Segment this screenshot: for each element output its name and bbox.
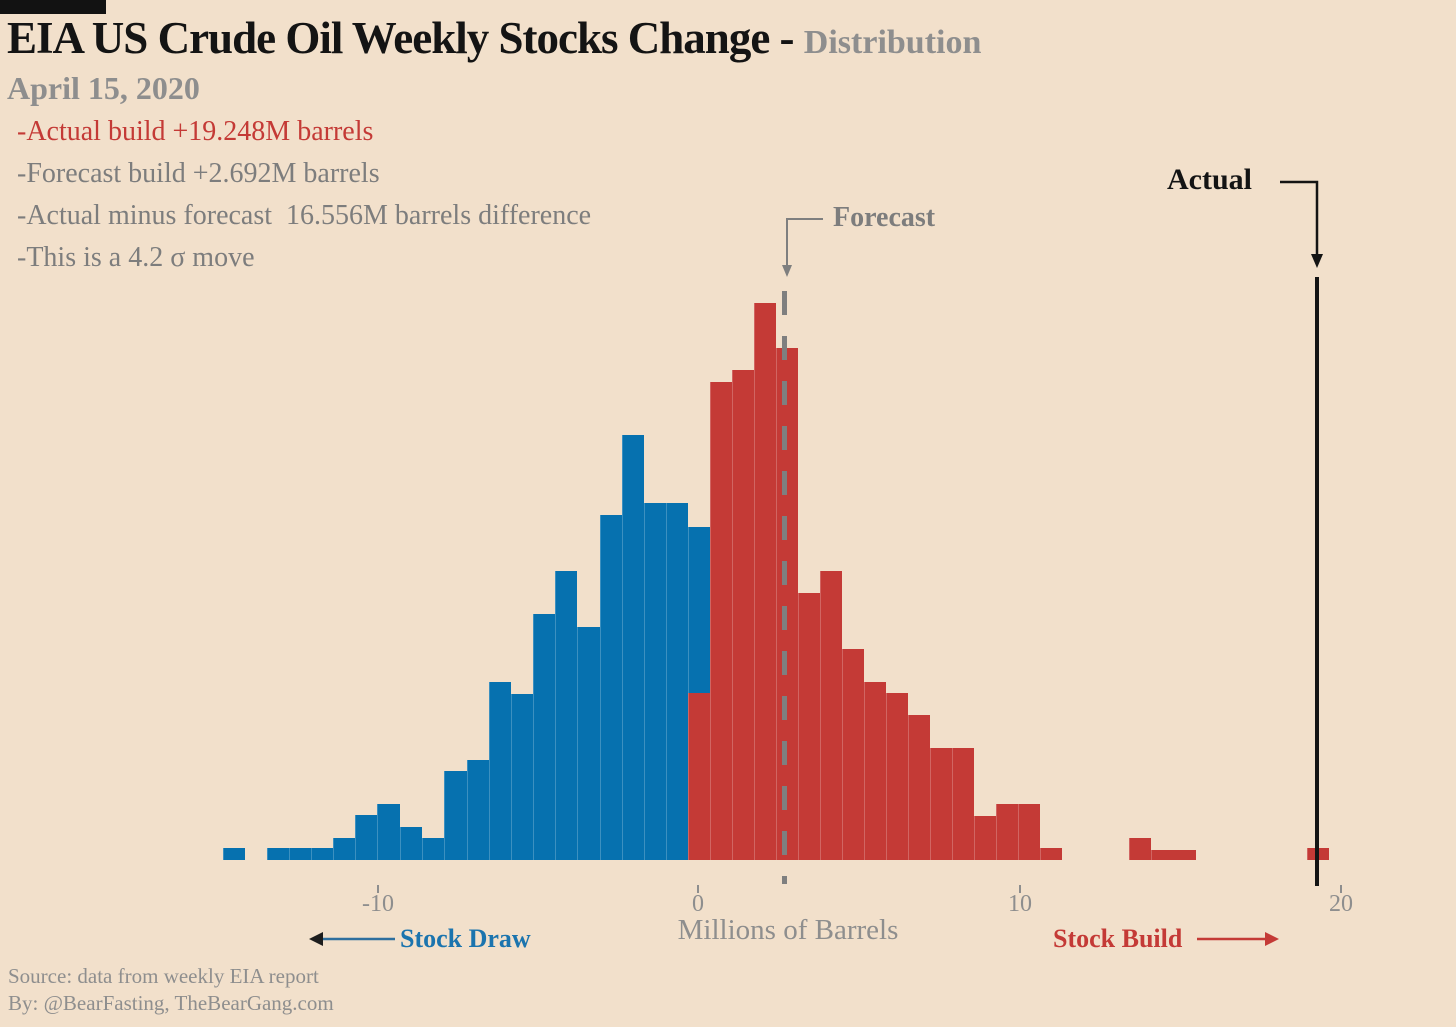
histogram-bar — [311, 848, 333, 860]
histogram-bar — [355, 815, 377, 860]
histogram-bar — [908, 715, 930, 860]
histogram-bar — [622, 435, 644, 860]
x-axis-tick — [1340, 885, 1342, 893]
x-axis-tick — [377, 885, 379, 893]
histogram-bar — [333, 838, 355, 860]
page-title-sub: Distribution — [803, 24, 982, 61]
histogram-bar — [1040, 848, 1062, 860]
histogram-bar — [577, 627, 600, 860]
histogram-bar — [533, 614, 555, 860]
source-line: Source: data from weekly EIA report — [8, 964, 319, 988]
x-axis-tick-label: 10 — [1008, 891, 1032, 917]
histogram-bar — [489, 682, 511, 860]
histogram-bar — [511, 694, 533, 860]
histogram-bar — [1151, 850, 1196, 860]
x-axis-tick-label: -10 — [362, 891, 394, 917]
stock-build-arrow — [1197, 932, 1279, 946]
annotation-actual-build: -Actual build +19.248M barrels — [17, 116, 374, 147]
histogram-bar — [930, 748, 952, 860]
stock-build-label: Stock Build — [1053, 924, 1183, 953]
histogram-bar — [732, 370, 754, 860]
histogram-bar — [886, 693, 908, 860]
histogram-bar — [422, 838, 444, 860]
histogram-bar — [444, 771, 467, 860]
top-left-black-flag — [0, 0, 106, 14]
histogram-bar — [974, 816, 996, 860]
histogram-bar — [467, 760, 489, 860]
x-axis-tick — [697, 885, 699, 893]
actual-marker-label: Actual — [1167, 163, 1252, 196]
histogram-bar — [996, 804, 1018, 860]
x-axis-tick — [1019, 885, 1021, 893]
histogram-bar — [820, 571, 842, 860]
histogram-bar — [952, 748, 974, 860]
histogram-bar — [267, 848, 289, 860]
stock-draw-label: Stock Draw — [400, 924, 531, 953]
annotation-sigma-move: -This is a 4.2 σ move — [17, 242, 255, 273]
report-date: April 15, 2020 — [7, 70, 200, 106]
histogram-bar — [289, 848, 311, 860]
histogram-bar — [400, 827, 422, 860]
histogram-bar — [688, 693, 710, 860]
forecast-marker-label: Forecast — [833, 202, 936, 233]
actual-arrow — [1280, 180, 1323, 268]
histogram-bar — [644, 503, 666, 860]
x-axis-tick-label: 20 — [1329, 891, 1353, 917]
actual-solid-line — [1315, 277, 1320, 886]
histogram-bar — [223, 848, 245, 860]
histogram-bar — [710, 382, 732, 860]
x-axis-title: Millions of Barrels — [677, 914, 899, 946]
histogram-bar — [798, 593, 820, 860]
histogram-bar — [842, 649, 864, 860]
stock-draw-arrow — [309, 932, 395, 946]
histogram-bar — [864, 682, 886, 860]
histogram-bar — [1129, 838, 1151, 860]
histogram-bar — [666, 503, 688, 860]
histogram-bar — [754, 303, 776, 860]
histogram-bar — [1018, 804, 1040, 860]
x-axis-tick-label: 0 — [692, 891, 704, 917]
page-title-main: EIA US Crude Oil Weekly Stocks Change - — [7, 13, 795, 63]
histogram-bar — [377, 804, 400, 860]
histogram-bar — [600, 515, 622, 860]
forecast-arrow — [782, 218, 823, 277]
histogram-bar — [555, 571, 577, 860]
page-title: EIA US Crude Oil Weekly Stocks Change - … — [7, 12, 981, 64]
annotation-difference: -Actual minus forecast 16.556M barrels d… — [17, 200, 592, 231]
byline: By: @BearFasting, TheBearGang.com — [8, 991, 334, 1015]
annotation-forecast-build: -Forecast build +2.692M barrels — [17, 158, 380, 189]
forecast-dashed-line — [782, 291, 788, 884]
